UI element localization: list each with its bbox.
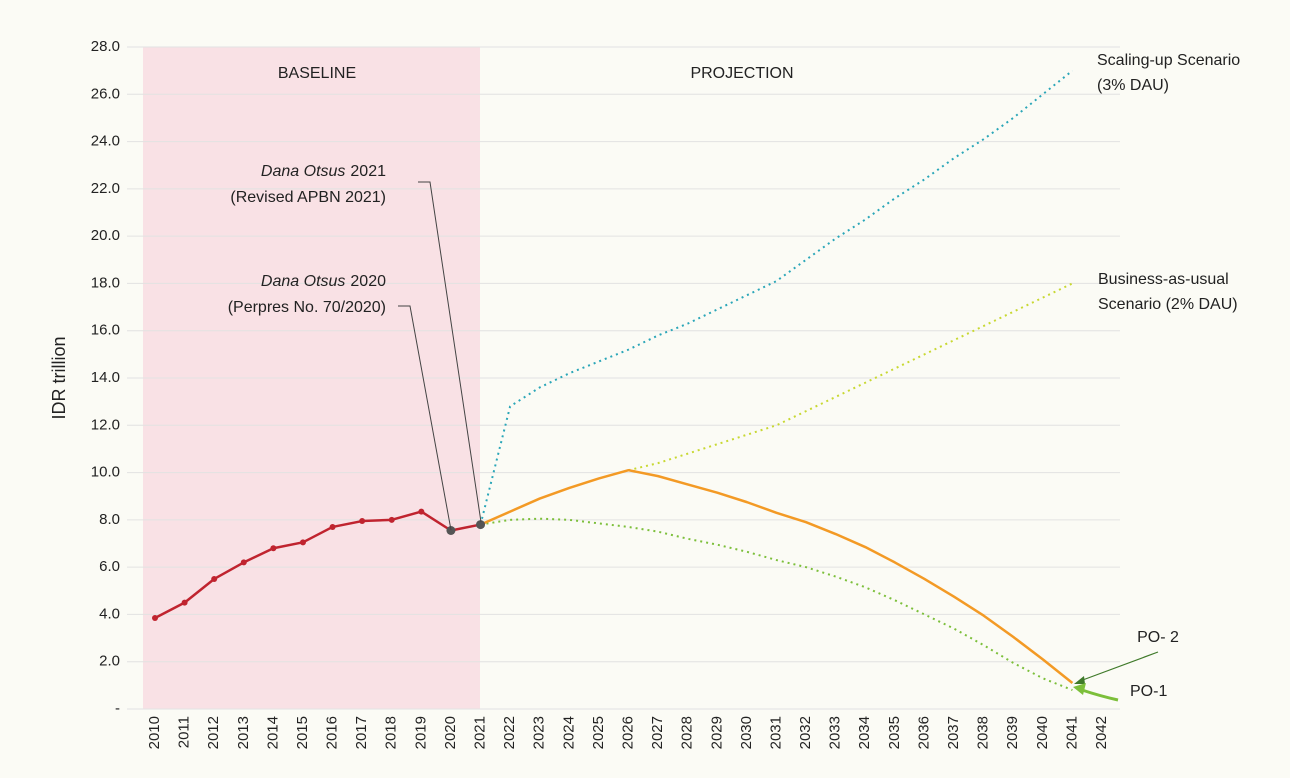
annotation: (3% DAU) [1097,77,1169,94]
annotation-text: 2020 [350,273,386,290]
series-line [480,468,1074,684]
annotation: Business-as-usual [1098,271,1229,288]
x-tick-label: 2018 [383,716,400,749]
point [211,575,218,582]
x-tick-label: 2027 [649,716,666,749]
x-tick-label: 2036 [915,716,932,749]
series-line [154,510,481,620]
x-tick-label: 2032 [797,716,814,749]
y-tick-label: 20.0 [91,227,120,244]
point [181,599,188,606]
grid: - 2.0 4.0 6.0 8.0 10.0 12.0 14.0 16.0 18.0 20.0 22.… [91,38,1120,749]
x-tick-label: 2019 [412,716,429,749]
y-tick-label: 8.0 [99,511,120,528]
x-tick-label: 2040 [1034,716,1051,749]
x-tick-label: 2016 [324,716,341,749]
x-tick-label: 2017 [353,716,370,749]
x-tick-label: 2029 [708,716,725,749]
y-tick-label: 22.0 [91,180,120,197]
y-tick-label: - [115,700,120,717]
x-tick-label: 2033 [827,716,844,749]
x-tick-label: 2025 [590,716,607,749]
annotation: (Perpres No. 70/2020) [228,299,386,316]
x-tick-label: 2012 [205,716,222,749]
y-tick-label: 6.0 [99,558,120,575]
annotation: BASELINE [278,65,356,82]
y-tick-label: 18.0 [91,274,120,291]
x-tick-label: 2020 [442,716,459,749]
leader-line [398,305,452,531]
point [388,516,395,523]
x-tick-label: 2015 [294,716,311,749]
x-tick-label: 2024 [560,716,577,749]
arrow [1079,651,1159,682]
x-tick-label: 2039 [1004,716,1021,749]
highlight-point [446,525,456,535]
x-tick-label: 2037 [945,716,962,749]
annotation-italic: Dana Otsus [261,273,345,290]
x-tick-label: 2041 [1063,716,1080,749]
annotation: PO- 2 [1137,629,1179,646]
x-tick-label: 2028 [679,716,696,749]
arrowhead [1073,683,1086,695]
y-tick-label: 28.0 [91,38,120,55]
x-tick-label: 2013 [235,716,252,749]
leader-line [418,181,482,523]
y-tick-label: 2.0 [99,653,120,670]
annotation: Dana Otsus 2020 [261,273,386,290]
x-tick-label: 2035 [886,716,903,749]
point [418,508,425,515]
y-tick-label: 4.0 [99,605,120,622]
x-tick-label: 2038 [975,716,992,749]
point [240,559,247,566]
annotation-text: 2021 [350,163,386,180]
x-tick-label: 2011 [176,716,193,748]
annotation: Dana Otsus 2021 [261,163,386,180]
point [329,523,336,530]
series-line [480,517,1073,692]
annotation: Scaling-up Scenario [1097,52,1240,69]
arrowhead [1074,676,1085,684]
lines [152,69,1074,692]
x-tick-label: 2042 [1093,716,1110,749]
y-tick-label: 10.0 [91,464,120,481]
x-tick-label: 2026 [619,716,636,749]
annotations: BASELINE PROJECTION Scaling-up Scenario (3%… [228,52,1241,700]
x-tick-label: 2023 [531,716,548,749]
annotation: (Revised APBN 2021) [230,189,386,206]
point [152,614,158,621]
y-tick-label: 14.0 [91,369,120,386]
point [270,545,277,552]
x-tick-label: 2010 [146,716,163,749]
x-tick-label: 2021 [472,716,489,749]
y-tick-label: 16.0 [91,322,120,339]
x-tick-label: 2022 [501,716,518,749]
y-tick-label: 26.0 [91,85,120,102]
point [359,518,366,525]
x-tick-label: 2034 [856,716,873,749]
x-tick-label: 2031 [767,716,784,749]
y-tick-label: 12.0 [91,416,120,433]
x-tick-label: 2030 [738,716,755,749]
annotation: PROJECTION [690,65,793,82]
arrow [1081,688,1119,702]
y-tick-label: 24.0 [91,133,120,150]
x-tick-label: 2014 [264,716,281,749]
y-axis-label: IDR trillion [49,336,69,419]
annotation: Scenario (2% DAU) [1098,296,1238,313]
highlight-point [476,520,486,530]
point [299,539,306,546]
annotation-italic: Dana Otsus [261,163,345,180]
annotation: PO-1 [1130,683,1167,700]
